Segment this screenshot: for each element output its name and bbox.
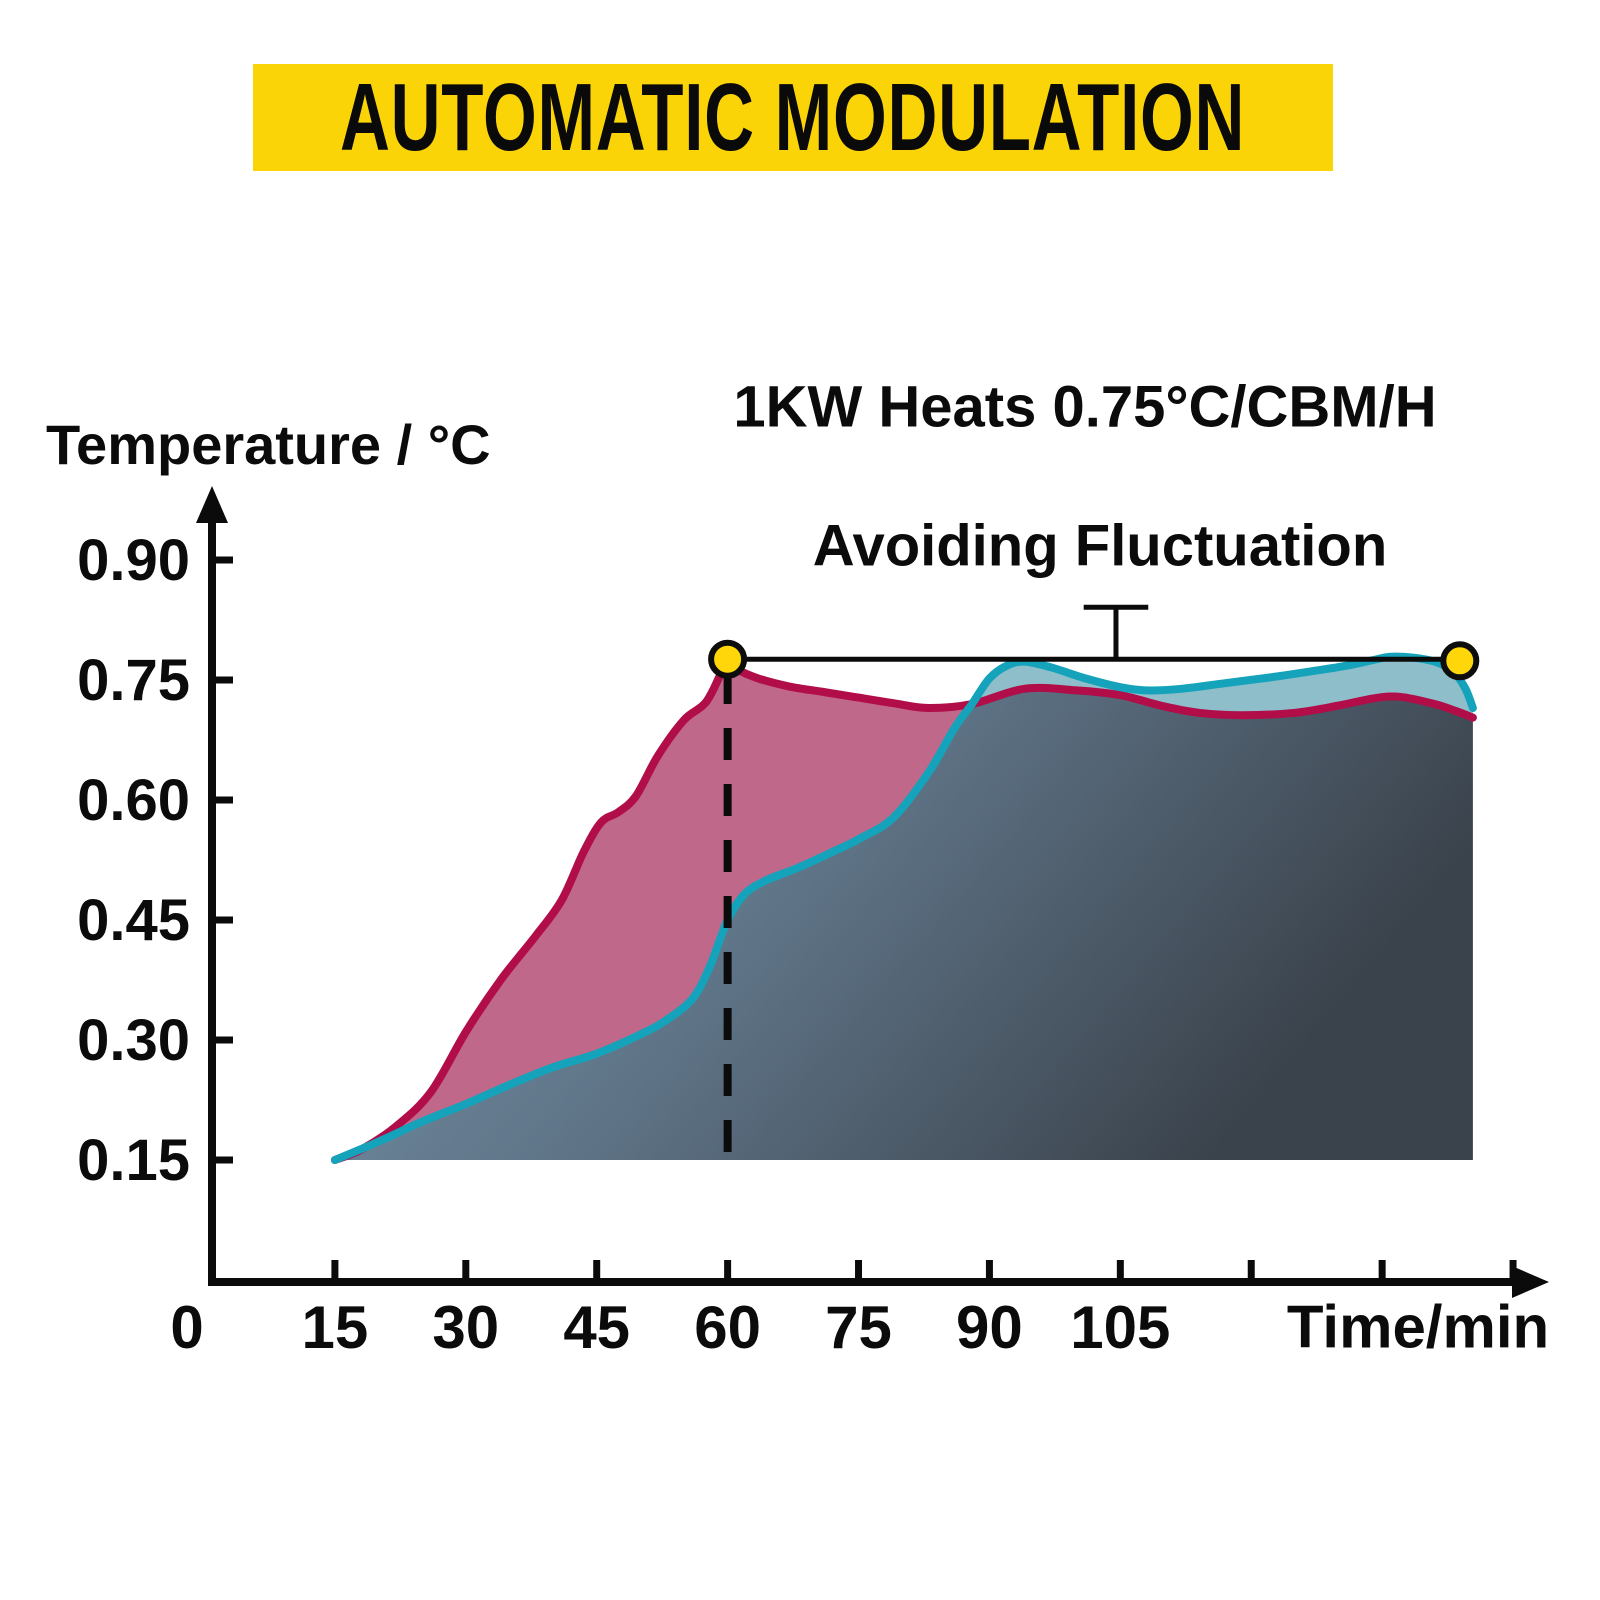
y-axis-title: Temperature / °C [46,413,491,476]
y-tick-label: 0.30 [77,1008,190,1073]
x-tick-label: 60 [694,1294,761,1361]
x-tick-label: 30 [432,1294,499,1361]
y-tick-label: 0.90 [77,528,190,593]
heating-rate-annotation: 1KW Heats 0.75°C/CBM/H [733,374,1437,440]
x-tick-label: 90 [956,1294,1023,1361]
y-tick-label: 0.45 [77,888,190,953]
x-axis-title: Time/min [1286,1293,1550,1361]
marker-dot [708,639,748,679]
marker-dot [1440,641,1480,681]
x-tick-label: 0 [170,1294,203,1361]
y-tick-label: 0.60 [77,768,190,833]
x-axis-arrow-icon [1512,1266,1549,1298]
red-series-area [334,659,972,1160]
red-series-line [330,655,1477,1164]
banner: AUTOMATIC MODULATION [253,64,1333,171]
y-tick-label: 0.15 [77,1128,190,1193]
overlap-area [334,687,1473,1160]
x-tick-label: 75 [825,1294,892,1361]
banner-title: AUTOMATIC MODULATION [340,63,1246,171]
x-tick-label: 45 [563,1294,630,1361]
y-axis-arrow-icon [196,486,228,523]
teal-series-line [330,652,1477,1164]
x-tick-label: 15 [302,1294,369,1361]
x-tick-label: 105 [1070,1294,1170,1361]
fluctuation-annotation: Avoiding Fluctuation [812,513,1388,579]
y-tick-label: 0.75 [77,648,190,713]
